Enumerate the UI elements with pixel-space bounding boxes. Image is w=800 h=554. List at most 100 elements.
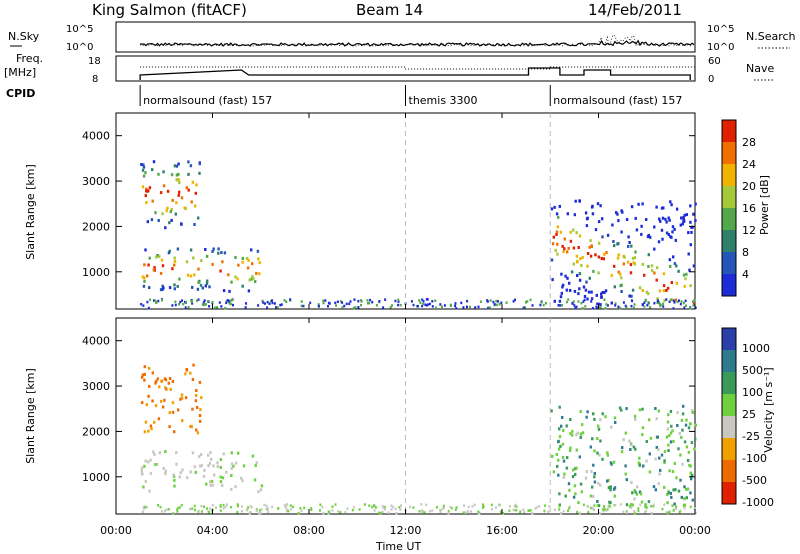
heatmap-cell <box>653 301 656 305</box>
heatmap-cell <box>556 252 559 256</box>
heatmap-cell <box>222 289 226 293</box>
heatmap-cell <box>647 500 651 504</box>
heatmap-cell <box>564 274 567 278</box>
heatmap-cell <box>687 231 690 235</box>
heatmap-cell <box>395 512 398 515</box>
heatmap-cell <box>631 299 634 303</box>
heatmap-cell <box>591 437 594 441</box>
heatmap-cell <box>674 488 677 492</box>
heatmap-cell <box>682 273 686 277</box>
heatmap-cell <box>613 487 616 491</box>
heatmap-cell <box>189 274 193 278</box>
heatmap-cell <box>672 307 675 310</box>
heatmap-cell <box>558 299 562 303</box>
heatmap-cell <box>684 423 688 427</box>
heatmap-cell <box>230 302 233 306</box>
heatmap-cell <box>582 285 586 289</box>
heatmap-cell <box>495 299 498 303</box>
heatmap-cell <box>601 412 604 416</box>
heatmap-cell <box>692 264 696 268</box>
heatmap-cell <box>670 235 673 239</box>
heatmap-cell <box>604 306 607 310</box>
heatmap-cell <box>259 511 262 515</box>
heatmap-cell <box>168 221 171 225</box>
heatmap-cell <box>202 474 206 478</box>
heatmap-cell <box>185 300 187 304</box>
heatmap-cell <box>612 460 616 464</box>
heatmap-cell <box>607 478 610 482</box>
heatmap-cell <box>176 247 180 251</box>
heatmap-cell <box>343 304 346 308</box>
heatmap-cell <box>378 511 381 515</box>
heatmap-cell <box>289 504 292 507</box>
heatmap-cell <box>410 300 413 303</box>
heatmap-cell <box>283 504 286 507</box>
colorbar-swatch <box>722 328 736 351</box>
heatmap-cell <box>164 450 167 453</box>
heatmap-cell <box>669 431 673 435</box>
heatmap-cell <box>666 286 670 290</box>
heatmap-cell <box>151 199 154 203</box>
heatmap-cell <box>694 437 697 441</box>
heatmap-cell <box>216 306 218 309</box>
heatmap-cell <box>171 304 174 307</box>
heatmap-cell <box>161 264 165 268</box>
y-tick-label: 4000 <box>82 335 110 348</box>
heatmap-cell <box>622 438 625 442</box>
heatmap-cell <box>586 252 590 255</box>
heatmap-cell <box>390 504 393 507</box>
heatmap-cell <box>143 464 146 468</box>
heatmap-cell <box>399 508 402 511</box>
heatmap-cell <box>596 437 599 440</box>
heatmap-cell <box>177 162 180 166</box>
heatmap-cell <box>454 304 457 308</box>
heatmap-cell <box>659 468 662 472</box>
heatmap-cell <box>581 306 584 310</box>
heatmap-cell <box>208 480 212 484</box>
heatmap-cell <box>690 230 693 234</box>
heatmap-cell <box>673 262 677 266</box>
heatmap-cell <box>176 510 179 513</box>
heatmap-cell <box>172 473 175 477</box>
heatmap-cell <box>153 452 156 456</box>
heatmap-cell <box>677 447 680 451</box>
heatmap-cell <box>143 263 146 267</box>
heatmap-cell <box>207 464 210 468</box>
heatmap-cell <box>189 164 193 168</box>
heatmap-cell <box>502 512 505 515</box>
heatmap-cell <box>151 168 154 172</box>
heatmap-cell <box>473 503 476 507</box>
heatmap-cell <box>678 510 681 514</box>
heatmap-cell <box>526 300 529 303</box>
heatmap-cell <box>572 262 575 266</box>
heatmap-cell <box>631 503 634 507</box>
heatmap-cell <box>663 459 666 463</box>
heatmap-cell <box>625 478 628 482</box>
x-axis-ticks: 00:00 04:00 08:00 12:00 16:00 20:00 00:00 <box>100 113 711 537</box>
heatmap-cell <box>167 508 170 511</box>
heatmap-cell <box>593 480 597 484</box>
heatmap-cell <box>560 424 563 428</box>
heatmap-cell <box>173 484 176 488</box>
heatmap-cell <box>690 409 694 412</box>
heatmap-cell <box>640 232 643 236</box>
heatmap-cell <box>206 279 209 283</box>
heatmap-cell <box>179 471 182 475</box>
heatmap-cell <box>663 503 666 506</box>
heatmap-cell <box>145 403 148 407</box>
heatmap-cell <box>394 299 397 303</box>
heatmap-cell <box>209 507 212 510</box>
heatmap-cell <box>607 486 611 490</box>
heatmap-cell <box>672 255 675 259</box>
heatmap-cell <box>566 456 569 460</box>
heatmap-cell <box>151 371 154 375</box>
heatmap-cell <box>157 504 159 507</box>
colorbar-tick-label: -25 <box>742 430 760 443</box>
heatmap-cell <box>689 464 692 468</box>
heatmap-cell <box>147 306 150 310</box>
velocity-colorbar-label: Velocity [m s⁻¹] <box>762 367 775 452</box>
heatmap-cell <box>662 302 665 306</box>
beam-label: Beam 14 <box>356 1 423 19</box>
heatmap-cell <box>688 268 691 272</box>
heatmap-cell <box>498 303 501 306</box>
